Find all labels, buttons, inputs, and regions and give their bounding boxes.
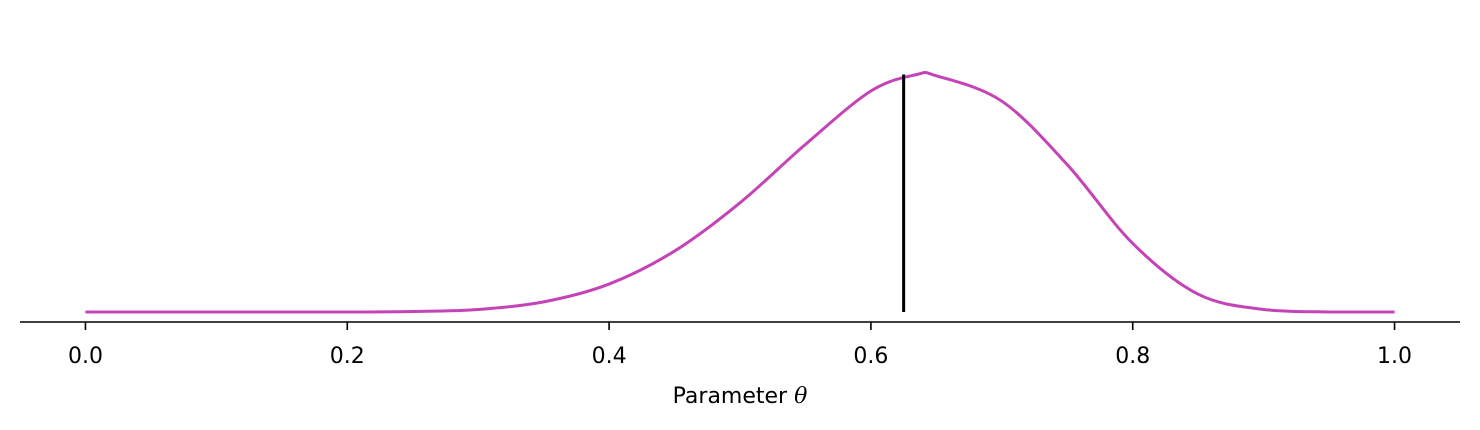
x-tick-label-1: 0.2 (330, 344, 365, 369)
x-axis-label-symbol: θ (794, 384, 807, 409)
x-tick-label-0: 0.0 (68, 344, 103, 369)
x-tick-label-3: 0.6 (853, 344, 888, 369)
x-axis-label: Parameter θ (673, 384, 808, 409)
x-tick-label-4: 0.8 (1115, 344, 1150, 369)
x-axis-ticks: 0.0 0.2 0.4 0.6 0.8 1.0 (68, 322, 1412, 369)
density-curve-0 (85, 71, 1395, 314)
x-tick-label-2: 0.4 (592, 344, 627, 369)
x-axis-label-text: Parameter (673, 384, 788, 409)
x-tick-label-5: 1.0 (1377, 344, 1412, 369)
plot-area (85, 71, 1395, 314)
